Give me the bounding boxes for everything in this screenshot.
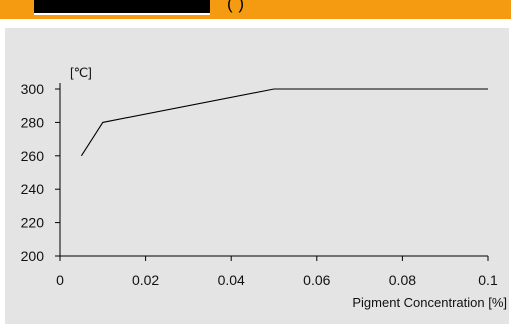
- x-tick-label: 0.06: [303, 272, 330, 288]
- y-axis-unit-label: [℃]: [70, 65, 92, 80]
- x-tick-label: 0.04: [218, 272, 245, 288]
- header-bar: ( ): [0, 0, 511, 19]
- y-tick-label: 260: [21, 148, 45, 164]
- chart-panel: [5, 28, 509, 324]
- header-parenthetical: ( ): [227, 0, 245, 13]
- x-tick-label: 0.02: [132, 272, 159, 288]
- x-axis-title: Pigment Concentration [%]: [352, 295, 507, 310]
- series-line: [80, 88, 488, 157]
- x-tick-label: 0.08: [389, 272, 416, 288]
- axes: [59, 83, 488, 257]
- y-tick-label: 240: [21, 181, 45, 197]
- data-series: [80, 88, 488, 157]
- y-tick-label: 200: [21, 248, 45, 264]
- x-tick-label: 0.1: [478, 272, 498, 288]
- y-tick-label: 220: [21, 215, 45, 231]
- y-ticks: 200 220 240 260 280 300: [21, 81, 60, 264]
- y-tick-label: 300: [21, 81, 45, 97]
- header-title-block: [34, 0, 210, 15]
- y-tick-label: 280: [21, 114, 45, 130]
- x-ticks: 0 0.02 0.04 0.06 0.08 0.1: [56, 256, 498, 288]
- x-tick-label: 0: [56, 272, 64, 288]
